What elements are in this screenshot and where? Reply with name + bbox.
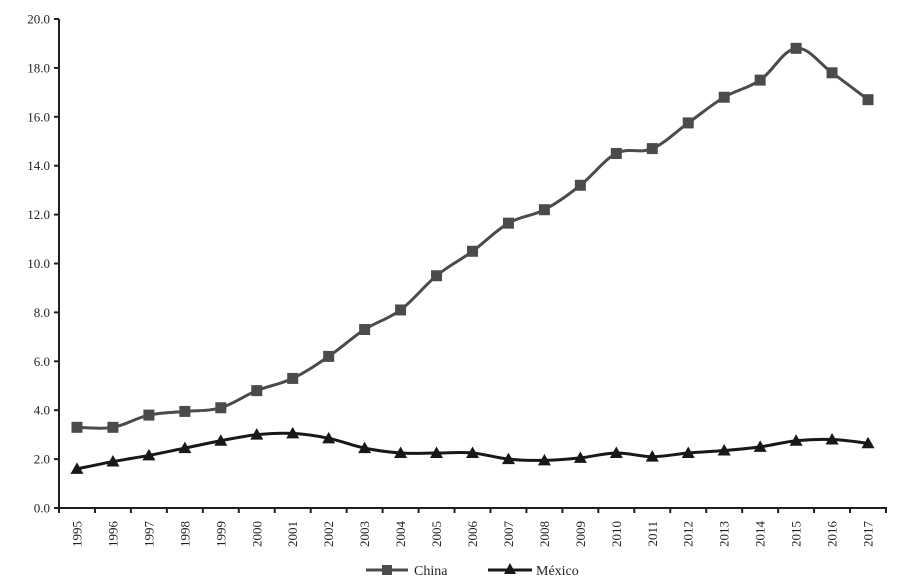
square-marker-icon bbox=[179, 405, 191, 417]
x-tick-label: 2014 bbox=[753, 521, 768, 548]
square-marker-icon bbox=[323, 350, 335, 362]
triangle-marker-icon bbox=[504, 563, 516, 574]
x-tick-label: 2006 bbox=[465, 521, 480, 548]
triangle-marker-icon bbox=[250, 428, 264, 440]
square-marker-icon bbox=[502, 217, 514, 229]
y-tick-label: 16.0 bbox=[27, 109, 50, 124]
y-tick-label: 12.0 bbox=[27, 207, 50, 222]
square-marker-icon bbox=[359, 324, 371, 336]
x-tick-label: 1996 bbox=[105, 521, 120, 548]
x-tick-label: 2015 bbox=[789, 521, 804, 547]
series-layer bbox=[70, 42, 875, 474]
square-marker-icon bbox=[574, 179, 586, 191]
y-tick-label: 2.0 bbox=[34, 452, 50, 467]
triangle-marker-icon bbox=[537, 453, 551, 466]
y-tick-label: 14.0 bbox=[27, 158, 50, 173]
legend-label-china: China bbox=[414, 564, 448, 579]
triangle-marker-icon bbox=[106, 455, 120, 467]
square-marker-icon bbox=[382, 565, 392, 575]
square-marker-icon bbox=[431, 270, 443, 282]
triangle-marker-icon bbox=[394, 446, 408, 458]
y-tick-label: 20.0 bbox=[27, 12, 50, 27]
square-marker-icon bbox=[790, 42, 802, 54]
x-tick-label: 2016 bbox=[825, 521, 840, 548]
y-axis: 0.0 2.0 4.0 6.0 8.0 10.0 12.0 14.0 16.0 18.0 20.0 bbox=[27, 12, 60, 516]
square-marker-icon bbox=[538, 204, 550, 216]
triangle-marker-icon bbox=[861, 436, 875, 449]
x-tick-label: 2001 bbox=[285, 521, 300, 547]
square-marker-icon bbox=[610, 147, 622, 159]
x-tick-label: 2004 bbox=[393, 521, 408, 548]
triangle-marker-icon bbox=[286, 426, 300, 439]
x-tick-label: 2003 bbox=[357, 521, 372, 547]
legend-label-mexico: México bbox=[536, 564, 579, 579]
legend-item-mexico: México bbox=[488, 563, 579, 579]
x-tick-label: 2013 bbox=[717, 521, 732, 547]
triangle-marker-icon bbox=[142, 448, 156, 461]
x-tick-label: 2011 bbox=[645, 521, 660, 547]
x-tick-label: 2007 bbox=[501, 521, 516, 548]
x-tick-label: 1999 bbox=[213, 521, 228, 547]
series-mxico bbox=[70, 426, 875, 474]
x-tick-label: 2017 bbox=[861, 521, 876, 548]
x-tick-label: 2000 bbox=[249, 521, 264, 547]
x-tick-label: 2009 bbox=[573, 521, 588, 547]
square-marker-icon bbox=[682, 117, 694, 129]
x-tick-label: 2012 bbox=[681, 521, 696, 547]
triangle-marker-icon bbox=[178, 441, 192, 454]
square-marker-icon bbox=[754, 74, 766, 86]
x-tick-label: 2005 bbox=[429, 521, 444, 547]
square-marker-icon bbox=[71, 421, 83, 433]
x-tick-label: 2002 bbox=[321, 521, 336, 547]
triangle-marker-icon bbox=[501, 452, 515, 465]
triangle-marker-icon bbox=[322, 431, 336, 444]
square-marker-icon bbox=[251, 385, 263, 397]
triangle-marker-icon bbox=[681, 446, 695, 458]
square-marker-icon bbox=[718, 91, 730, 103]
square-marker-icon bbox=[215, 402, 227, 414]
triangle-marker-icon bbox=[753, 440, 767, 452]
triangle-marker-icon bbox=[466, 446, 479, 458]
triangle-marker-icon bbox=[430, 446, 444, 458]
square-marker-icon bbox=[395, 304, 407, 316]
triangle-marker-icon bbox=[214, 434, 228, 446]
square-marker-icon bbox=[287, 372, 299, 384]
square-marker-icon bbox=[143, 409, 155, 421]
x-tick-label: 1998 bbox=[177, 521, 192, 547]
triangle-marker-icon bbox=[358, 441, 372, 454]
triangle-marker-icon bbox=[789, 434, 803, 446]
y-tick-label: 6.0 bbox=[34, 354, 50, 369]
triangle-marker-icon bbox=[70, 462, 84, 474]
x-tick-label: 2010 bbox=[609, 521, 624, 547]
triangle-marker-icon bbox=[609, 446, 623, 458]
square-marker-icon bbox=[862, 94, 874, 106]
y-tick-label: 0.0 bbox=[34, 501, 50, 516]
triangle-marker-icon bbox=[825, 433, 839, 445]
x-axis: 1995 1996 1997 1998 1999 2000 2001 2002 2003 2004… bbox=[58, 507, 887, 548]
y-tick-label: 4.0 bbox=[34, 403, 50, 418]
series-china bbox=[71, 42, 874, 433]
square-marker-icon bbox=[826, 67, 838, 79]
legend-item-china: China bbox=[366, 564, 448, 579]
x-tick-label: 1997 bbox=[141, 521, 156, 548]
x-tick-label: 1995 bbox=[69, 521, 84, 547]
series-line bbox=[76, 46, 869, 430]
square-marker-icon bbox=[467, 245, 478, 257]
y-tick-label: 18.0 bbox=[27, 60, 50, 75]
triangle-marker-icon bbox=[573, 451, 587, 463]
legend: China México bbox=[366, 563, 579, 579]
x-tick-label: 2008 bbox=[537, 521, 552, 547]
triangle-marker-icon bbox=[645, 450, 659, 462]
y-tick-label: 8.0 bbox=[34, 305, 50, 320]
y-tick-label: 10.0 bbox=[27, 256, 50, 271]
square-marker-icon bbox=[107, 421, 119, 433]
triangle-marker-icon bbox=[717, 444, 731, 456]
square-marker-icon bbox=[646, 143, 658, 155]
